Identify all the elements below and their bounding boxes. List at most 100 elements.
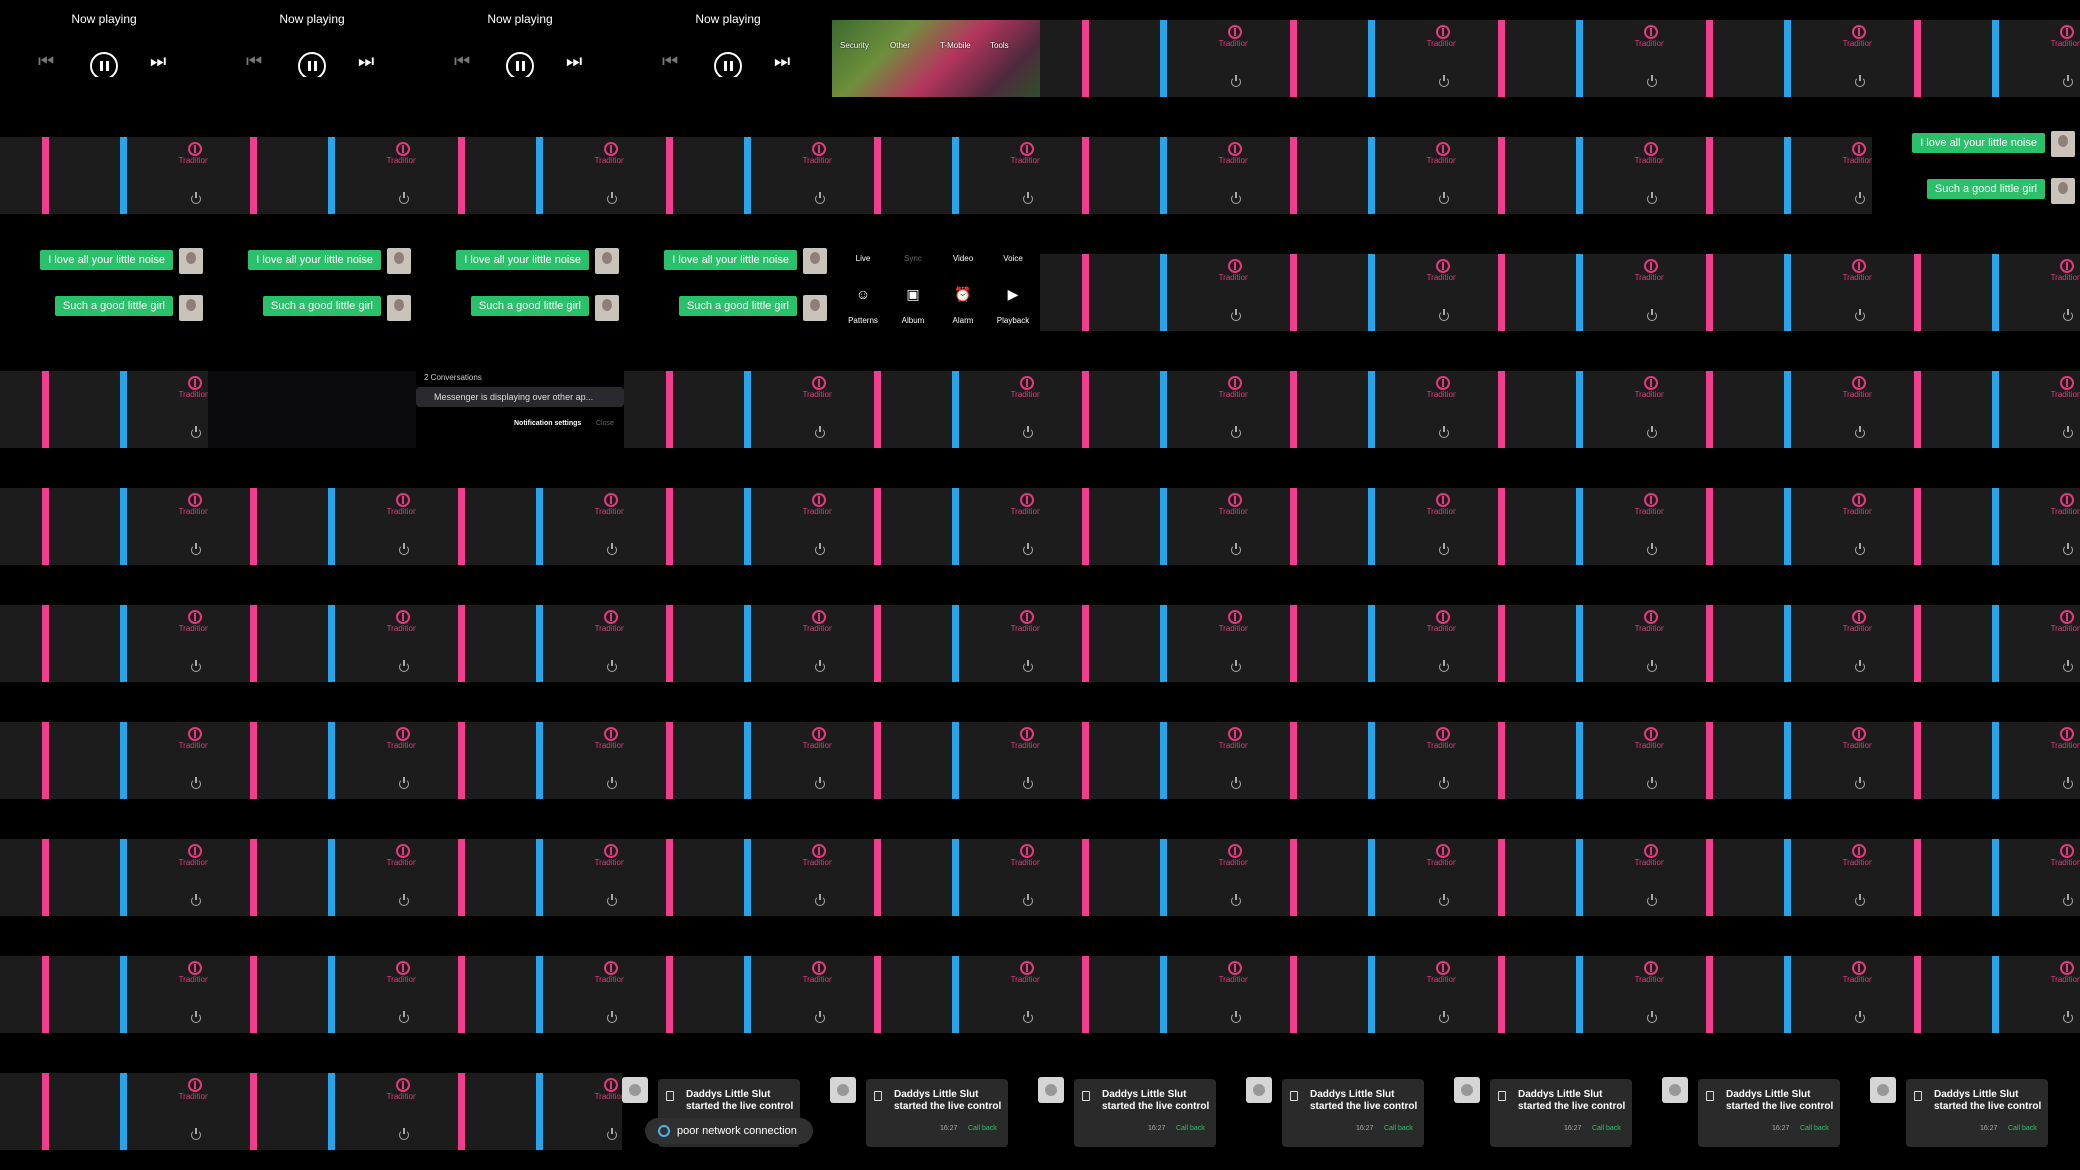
blue-slider[interactable]	[952, 956, 959, 1033]
pink-slider[interactable]	[1706, 137, 1713, 214]
blue-slider[interactable]	[1784, 956, 1791, 1033]
blue-slider[interactable]	[536, 488, 543, 565]
blue-slider[interactable]	[1576, 956, 1583, 1033]
pink-slider[interactable]	[250, 1073, 257, 1150]
mode-tab-video[interactable]: Video	[952, 254, 974, 263]
power-icon[interactable]	[191, 660, 201, 672]
power-icon[interactable]	[1855, 192, 1865, 204]
power-icon[interactable]	[2063, 309, 2073, 321]
power-icon[interactable]	[2063, 894, 2073, 906]
power-icon[interactable]	[1647, 75, 1657, 87]
notification-close-button[interactable]: Close	[596, 420, 614, 427]
power-icon[interactable]	[399, 543, 409, 555]
mode-tab-voice[interactable]: Voice	[1003, 254, 1023, 263]
power-icon[interactable]	[1855, 75, 1865, 87]
pink-slider[interactable]	[458, 137, 465, 214]
blue-slider[interactable]	[1160, 839, 1167, 916]
blue-slider[interactable]	[536, 137, 543, 214]
call-back-button[interactable]: Call back	[1176, 1125, 1205, 1132]
blue-slider[interactable]	[1784, 722, 1791, 799]
power-icon[interactable]	[1855, 309, 1865, 321]
app-folder-label[interactable]: Tools	[990, 41, 1009, 50]
pink-slider[interactable]	[458, 956, 465, 1033]
power-icon[interactable]	[607, 894, 617, 906]
blue-slider[interactable]	[328, 722, 335, 799]
pink-slider[interactable]	[1082, 605, 1089, 682]
app-folder-label[interactable]: Other	[890, 41, 911, 50]
pink-slider[interactable]	[1290, 605, 1297, 682]
blue-slider[interactable]	[1992, 488, 1999, 565]
pink-slider[interactable]	[1290, 371, 1297, 448]
pink-slider[interactable]	[250, 722, 257, 799]
call-back-button[interactable]: Call back	[968, 1125, 997, 1132]
call-back-button[interactable]: Call back	[2008, 1125, 2037, 1132]
blue-slider[interactable]	[120, 137, 127, 214]
blue-slider[interactable]	[120, 605, 127, 682]
power-icon[interactable]	[399, 192, 409, 204]
power-icon[interactable]	[1023, 1011, 1033, 1023]
blue-slider[interactable]	[744, 839, 751, 916]
power-icon[interactable]	[399, 660, 409, 672]
power-icon[interactable]	[191, 543, 201, 555]
pink-slider[interactable]	[1914, 371, 1921, 448]
blue-slider[interactable]	[328, 137, 335, 214]
pink-slider[interactable]	[1498, 371, 1505, 448]
app-folder-label[interactable]: T-Mobile	[940, 41, 971, 50]
power-icon[interactable]	[191, 894, 201, 906]
blue-slider[interactable]	[1992, 254, 1999, 331]
power-icon[interactable]	[1231, 309, 1241, 321]
power-icon[interactable]	[1855, 894, 1865, 906]
power-icon[interactable]	[191, 1128, 201, 1140]
pink-slider[interactable]	[1082, 488, 1089, 565]
power-icon[interactable]	[399, 1011, 409, 1023]
pink-slider[interactable]	[1914, 722, 1921, 799]
pink-slider[interactable]	[1706, 839, 1713, 916]
pink-slider[interactable]	[1082, 371, 1089, 448]
pink-slider[interactable]	[250, 839, 257, 916]
pink-slider[interactable]	[1498, 137, 1505, 214]
blue-slider[interactable]	[1576, 605, 1583, 682]
pink-slider[interactable]	[1914, 839, 1921, 916]
blue-slider[interactable]	[1784, 605, 1791, 682]
blue-slider[interactable]	[120, 488, 127, 565]
call-notification-card[interactable]: Daddys Little Slut started the live contr…	[1906, 1079, 2048, 1147]
blue-slider[interactable]	[536, 722, 543, 799]
power-icon[interactable]	[191, 192, 201, 204]
blue-slider[interactable]	[1160, 956, 1167, 1033]
power-icon[interactable]	[1231, 192, 1241, 204]
pause-icon[interactable]	[298, 52, 326, 77]
power-icon[interactable]	[815, 894, 825, 906]
blue-slider[interactable]	[1160, 20, 1167, 97]
blue-slider[interactable]	[952, 605, 959, 682]
pink-slider[interactable]	[42, 488, 49, 565]
power-icon[interactable]	[815, 426, 825, 438]
power-icon[interactable]	[1439, 1011, 1449, 1023]
blue-slider[interactable]	[536, 956, 543, 1033]
blue-slider[interactable]	[1992, 371, 1999, 448]
power-icon[interactable]	[1647, 894, 1657, 906]
notification-settings-button[interactable]: Notification settings	[514, 420, 582, 427]
pink-slider[interactable]	[42, 839, 49, 916]
power-icon[interactable]	[2063, 660, 2073, 672]
pink-slider[interactable]	[250, 137, 257, 214]
pink-slider[interactable]	[666, 137, 673, 214]
blue-slider[interactable]	[1784, 371, 1791, 448]
power-icon[interactable]	[1231, 426, 1241, 438]
blue-slider[interactable]	[1992, 722, 1999, 799]
call-notification-card[interactable]: Daddys Little Slut started the live contr…	[1282, 1079, 1424, 1147]
pink-slider[interactable]	[874, 137, 881, 214]
pink-slider[interactable]	[1706, 488, 1713, 565]
pink-slider[interactable]	[1082, 20, 1089, 97]
power-icon[interactable]	[1023, 543, 1033, 555]
power-icon[interactable]	[815, 192, 825, 204]
blue-slider[interactable]	[1576, 254, 1583, 331]
power-icon[interactable]	[1647, 777, 1657, 789]
pink-slider[interactable]	[1914, 488, 1921, 565]
power-icon[interactable]	[607, 1011, 617, 1023]
blue-slider[interactable]	[1368, 722, 1375, 799]
pink-slider[interactable]	[1290, 254, 1297, 331]
pink-slider[interactable]	[1290, 20, 1297, 97]
blue-slider[interactable]	[952, 722, 959, 799]
power-icon[interactable]	[2063, 426, 2073, 438]
blue-slider[interactable]	[536, 839, 543, 916]
